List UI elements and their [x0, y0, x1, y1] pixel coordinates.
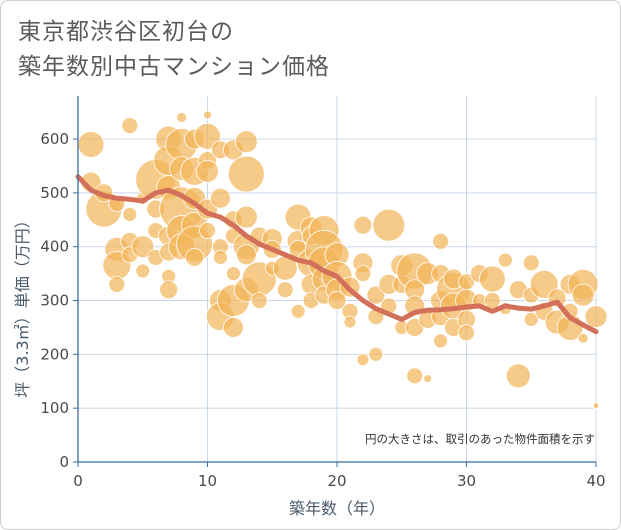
- data-bubble: [234, 205, 258, 229]
- y-tick-label: 500: [40, 184, 69, 202]
- data-bubble: [423, 374, 433, 383]
- data-bubble: [235, 244, 257, 266]
- bubbles: [77, 110, 608, 409]
- data-bubble: [478, 265, 506, 293]
- data-bubble: [571, 283, 595, 307]
- tick-labels: 0 100 200 300 400 500 600 0 10 20 30 40: [40, 130, 605, 490]
- data-bubble: [122, 207, 138, 222]
- y-tick-label: 400: [40, 238, 69, 256]
- data-bubble: [372, 208, 406, 242]
- data-bubble: [213, 250, 228, 265]
- data-bubble: [522, 254, 540, 272]
- data-bubble: [108, 275, 126, 293]
- data-bubble: [497, 252, 513, 268]
- data-bubble: [327, 291, 347, 310]
- data-bubble: [234, 130, 258, 154]
- data-bubble: [433, 333, 449, 349]
- data-bubble: [185, 248, 204, 267]
- data-bubble: [196, 159, 219, 183]
- data-bubble: [406, 367, 424, 385]
- chart-title-line-1: 東京都渋谷区初台の: [18, 19, 234, 45]
- data-bubble: [135, 263, 151, 279]
- data-bubble: [577, 332, 589, 344]
- x-tick-label: 0: [73, 472, 83, 490]
- data-bubble: [227, 155, 265, 193]
- data-bubble: [353, 215, 373, 235]
- average-price-line: [75, 174, 599, 335]
- y-axis-label: 坪（3.3㎡）単価（万円）: [13, 212, 32, 397]
- data-bubble: [343, 315, 357, 329]
- axes: [73, 96, 597, 467]
- data-bubble: [250, 292, 268, 309]
- y-tick-label: 100: [40, 399, 69, 417]
- data-bubble: [432, 232, 450, 250]
- chart-title-line-2: 築年数別中古マンション価格: [18, 54, 330, 80]
- x-tick-label: 40: [586, 472, 605, 490]
- data-bubble: [159, 280, 179, 300]
- data-bubble: [523, 311, 539, 327]
- x-tick-label: 30: [457, 472, 476, 490]
- data-bubble: [368, 346, 384, 362]
- data-bubble: [276, 281, 294, 299]
- data-bubble: [356, 353, 370, 367]
- x-tick-label: 20: [327, 472, 346, 490]
- x-tick-label: 10: [198, 472, 217, 490]
- data-bubble: [584, 305, 608, 329]
- data-bubble: [121, 117, 139, 135]
- data-bubble: [77, 131, 105, 158]
- y-tick-label: 200: [40, 345, 69, 363]
- data-bubble: [354, 265, 372, 283]
- data-bubble: [222, 317, 244, 338]
- data-bubble: [505, 363, 531, 389]
- data-bubble: [458, 324, 475, 342]
- data-bubble: [176, 112, 188, 123]
- data-bubble: [366, 285, 386, 305]
- data-bubble: [203, 110, 212, 120]
- y-tick-label: 0: [59, 453, 69, 471]
- data-bubble: [199, 222, 216, 239]
- data-bubble: [458, 273, 475, 291]
- y-tick-label: 600: [40, 130, 69, 148]
- bubble-size-note: 円の大きさは、取引のあった物件面積を示す: [365, 432, 595, 446]
- data-bubble: [225, 266, 241, 282]
- data-bubble: [210, 187, 231, 209]
- data-bubble: [290, 303, 306, 319]
- trend-line: [75, 174, 599, 335]
- chart-title: 東京都渋谷区初台の 築年数別中古マンション価格: [18, 15, 330, 85]
- data-bubble: [131, 235, 155, 259]
- x-axis-label: 築年数（年）: [289, 499, 385, 518]
- y-tick-label: 300: [40, 292, 69, 310]
- data-bubble: [592, 402, 600, 409]
- data-bubble: [194, 122, 221, 150]
- data-bubble: [483, 292, 501, 309]
